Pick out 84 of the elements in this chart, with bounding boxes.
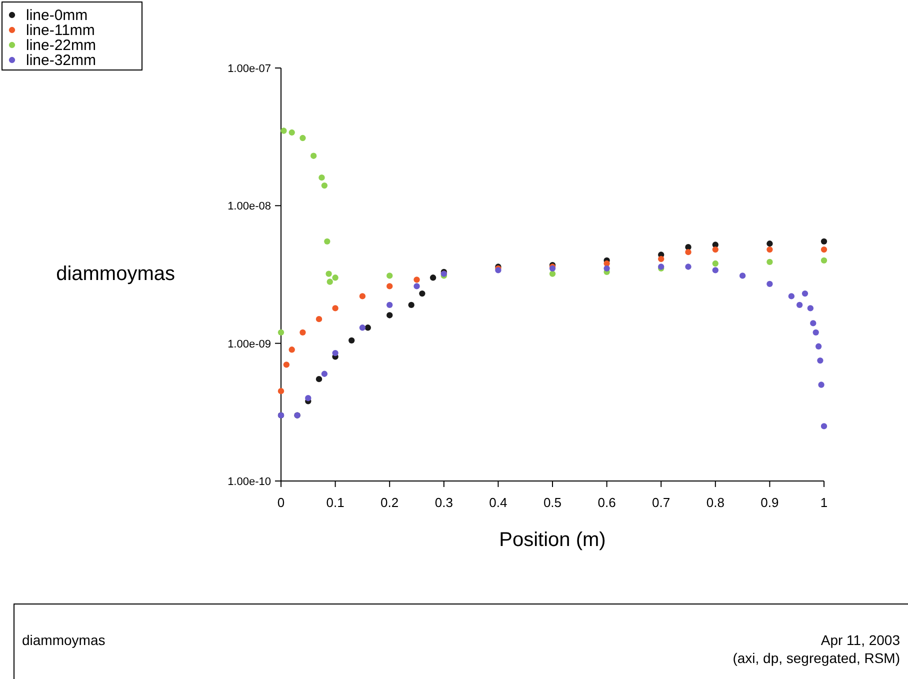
point xyxy=(386,272,393,279)
point xyxy=(712,267,718,274)
y-tick-label: 1.00e-07 xyxy=(228,63,271,75)
point xyxy=(310,152,317,159)
point xyxy=(815,343,822,350)
legend-label: line-32mm xyxy=(26,52,96,69)
point xyxy=(324,238,330,244)
point xyxy=(712,260,718,267)
point xyxy=(278,388,284,394)
x-tick-label: 0.9 xyxy=(760,495,779,510)
point xyxy=(359,293,366,300)
legend-label: line-22mm xyxy=(26,37,96,54)
point xyxy=(316,316,322,322)
point xyxy=(359,324,366,331)
point xyxy=(326,270,332,277)
point xyxy=(408,302,414,308)
y-tick-label: 1.00e-10 xyxy=(228,476,271,488)
text: (axi, dp, segregated, RSM) xyxy=(732,650,900,666)
x-tick-label: 0.1 xyxy=(326,495,344,510)
point xyxy=(766,240,773,247)
point xyxy=(318,174,325,181)
point xyxy=(300,134,306,142)
point xyxy=(280,128,287,134)
point xyxy=(818,382,824,388)
point xyxy=(739,272,746,279)
x-tick-label: 0.3 xyxy=(434,495,453,510)
y-axis-title: diammoymas xyxy=(56,263,175,285)
point xyxy=(332,350,338,356)
point xyxy=(288,129,295,136)
point xyxy=(766,246,773,253)
point xyxy=(658,256,664,262)
text: diammoymas xyxy=(22,632,106,648)
x-tick-label: 1 xyxy=(820,495,828,510)
point xyxy=(326,278,333,285)
point xyxy=(812,329,819,336)
x-tick-label: 0.2 xyxy=(380,495,399,510)
x-tick-label: 0.7 xyxy=(652,495,670,510)
point xyxy=(414,276,420,283)
point xyxy=(419,290,426,297)
y-tick-label: 1.00e-09 xyxy=(228,338,271,350)
point xyxy=(685,249,692,256)
x-tick-label: 0 xyxy=(277,495,285,510)
point xyxy=(348,337,355,344)
point xyxy=(766,258,773,266)
point xyxy=(820,246,828,253)
point xyxy=(283,362,290,368)
text: Apr 11, 2003 xyxy=(820,632,900,648)
point xyxy=(332,305,338,312)
x-tick-label: 0.6 xyxy=(598,495,616,510)
point xyxy=(802,290,808,297)
point xyxy=(386,302,393,308)
point xyxy=(364,324,371,331)
point xyxy=(414,283,420,290)
point xyxy=(386,283,393,290)
y-tick-label: 1.00e-08 xyxy=(228,200,271,213)
point xyxy=(305,395,312,402)
x-tick-label: 0.5 xyxy=(543,495,562,510)
point xyxy=(820,238,828,244)
point xyxy=(796,302,803,308)
point xyxy=(316,376,322,382)
point xyxy=(300,329,306,336)
point xyxy=(278,329,284,336)
point xyxy=(604,265,610,272)
point xyxy=(820,423,828,430)
point xyxy=(712,246,718,253)
point xyxy=(807,305,814,312)
point xyxy=(549,270,556,277)
point xyxy=(766,280,773,288)
x-axis-title: Position (m) xyxy=(499,529,606,551)
x-tick-label: 0.4 xyxy=(489,495,508,510)
point xyxy=(817,357,824,364)
point xyxy=(685,264,692,270)
point xyxy=(332,274,338,281)
point xyxy=(288,346,295,353)
point xyxy=(810,320,816,326)
point xyxy=(430,274,436,281)
point xyxy=(321,182,328,189)
legend-label: line-11mm xyxy=(26,22,95,39)
point xyxy=(321,370,328,377)
point xyxy=(386,312,393,318)
x-tick-label: 0.8 xyxy=(706,495,724,510)
legend-label: line-0mm xyxy=(26,7,88,24)
point xyxy=(820,257,828,264)
point xyxy=(788,293,795,300)
